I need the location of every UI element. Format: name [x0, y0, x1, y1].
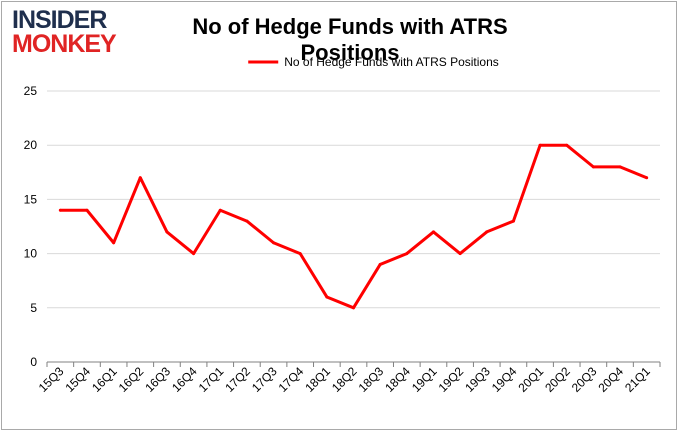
data-point: [245, 219, 249, 223]
data-point: [192, 252, 196, 256]
x-tick-label: 19Q1: [409, 364, 440, 395]
data-point: [378, 262, 382, 266]
x-tick-label: 18Q1: [302, 364, 333, 395]
y-tick-label: 0: [30, 355, 37, 369]
data-point: [85, 208, 89, 212]
data-point: [298, 252, 302, 256]
data-point: [645, 176, 649, 180]
data-point: [352, 306, 355, 310]
x-tick-label: 20Q1: [516, 364, 547, 395]
data-point: [485, 230, 489, 234]
x-tick-label: 21Q1: [622, 364, 653, 395]
x-tick-label: 20Q3: [569, 364, 600, 395]
x-tick-label: 16Q2: [116, 364, 147, 395]
y-tick-label: 5: [30, 301, 37, 315]
x-tick-label: 17Q4: [276, 364, 307, 395]
data-point: [218, 208, 222, 212]
data-point: [165, 230, 169, 234]
y-tick-label: 25: [24, 84, 38, 98]
x-tick-label: 16Q3: [142, 364, 173, 395]
logo-line-1: INSIDER: [12, 6, 107, 34]
x-tick-label: 17Q3: [249, 364, 280, 395]
data-point: [58, 208, 62, 212]
data-point: [272, 241, 276, 245]
insider-monkey-logo: INSIDER MONKEY: [12, 8, 132, 58]
data-point: [112, 241, 116, 245]
legend-label: No of Hedge Funds with ATRS Positions: [284, 55, 499, 69]
x-tick-label: 15Q3: [36, 364, 67, 395]
x-tick-label: 19Q4: [489, 364, 520, 395]
data-point: [565, 143, 569, 147]
data-point: [591, 165, 595, 169]
x-tick-label: 19Q2: [436, 364, 467, 395]
x-tick-label: 19Q3: [462, 364, 493, 395]
data-point: [325, 295, 329, 299]
data-point: [458, 252, 462, 256]
data-point: [511, 219, 515, 223]
logo-line-2: MONKEY: [12, 30, 117, 58]
chart-title: No of Hedge Funds with ATRS Positions: [192, 14, 508, 65]
data-point: [138, 176, 142, 180]
x-tick-label: 20Q2: [542, 364, 573, 395]
x-tick-label: 17Q2: [222, 364, 253, 395]
data-point: [618, 165, 622, 169]
x-tick-label: 18Q2: [329, 364, 360, 395]
x-tick-label: 18Q3: [356, 364, 387, 395]
x-tick-label: 20Q4: [595, 364, 626, 395]
data-point: [538, 143, 542, 147]
y-tick-label: 10: [24, 247, 38, 261]
x-tick-label: 16Q4: [169, 364, 200, 395]
y-tick-label: 15: [24, 192, 38, 206]
y-tick-label: 20: [24, 138, 38, 152]
data-point: [405, 252, 409, 256]
series-line-0: [60, 143, 648, 310]
x-tick-label: 18Q4: [382, 364, 413, 395]
x-tick-label: 16Q1: [89, 364, 120, 395]
x-tick-label: 17Q1: [196, 364, 227, 395]
x-tick-label: 15Q4: [62, 364, 93, 395]
data-point: [431, 230, 435, 234]
